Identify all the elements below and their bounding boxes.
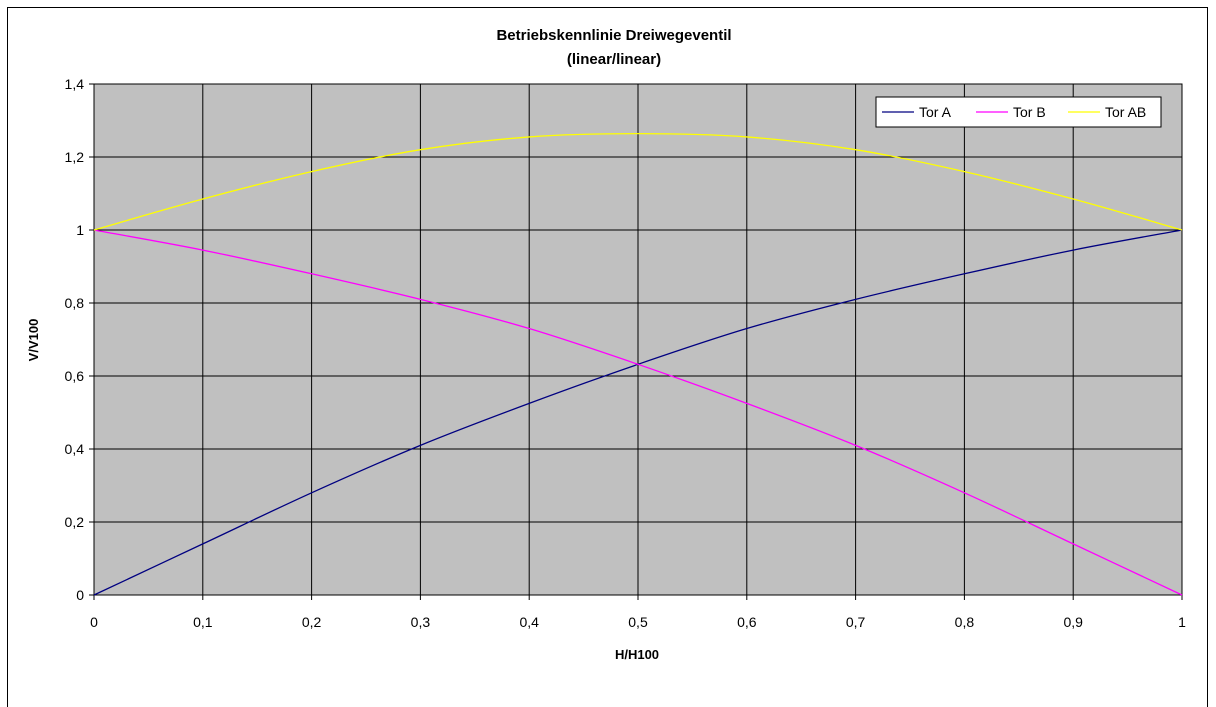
series-line-tor-b [93,229,1183,596]
y-tick-label: 0,8 [65,295,85,311]
x-tick-label: 0,3 [411,614,431,630]
chart-area [7,7,1208,707]
y-tick-label: 0,2 [65,514,85,530]
y-tick-label: 1,4 [65,76,85,92]
legend-label: Tor B [1013,104,1046,120]
x-tick-label: 0,9 [1063,614,1083,630]
plot-border [93,83,1183,596]
legend-box [875,96,1162,128]
legend-label: Tor AB [1105,104,1146,120]
y-tick-label: 0,6 [65,368,85,384]
x-axis-label: H/H100 [615,647,659,662]
y-tick-label: 1 [76,222,84,238]
x-tick-label: 0,4 [519,614,539,630]
x-tick-label: 0,2 [302,614,322,630]
x-tick-label: 0 [90,614,98,630]
x-tick-label: 0,8 [955,614,975,630]
y-tick-label: 0,4 [65,441,85,457]
y-tick-label: 1,2 [65,149,85,165]
x-tick-label: 0,6 [737,614,757,630]
legend-label: Tor A [919,104,952,120]
y-axis-label: V/V100 [26,319,41,362]
x-tick-label: 0,5 [628,614,648,630]
x-tick-label: 0,1 [193,614,213,630]
chart-title: Betriebskennlinie Dreiwegeventil [496,27,731,44]
x-tick-label: 1 [1178,614,1186,630]
y-tick-label: 0 [76,587,84,603]
series-line-tor-ab [93,132,1183,231]
chart-subtitle: (linear/linear) [567,51,661,68]
x-tick-label: 0,7 [846,614,866,630]
